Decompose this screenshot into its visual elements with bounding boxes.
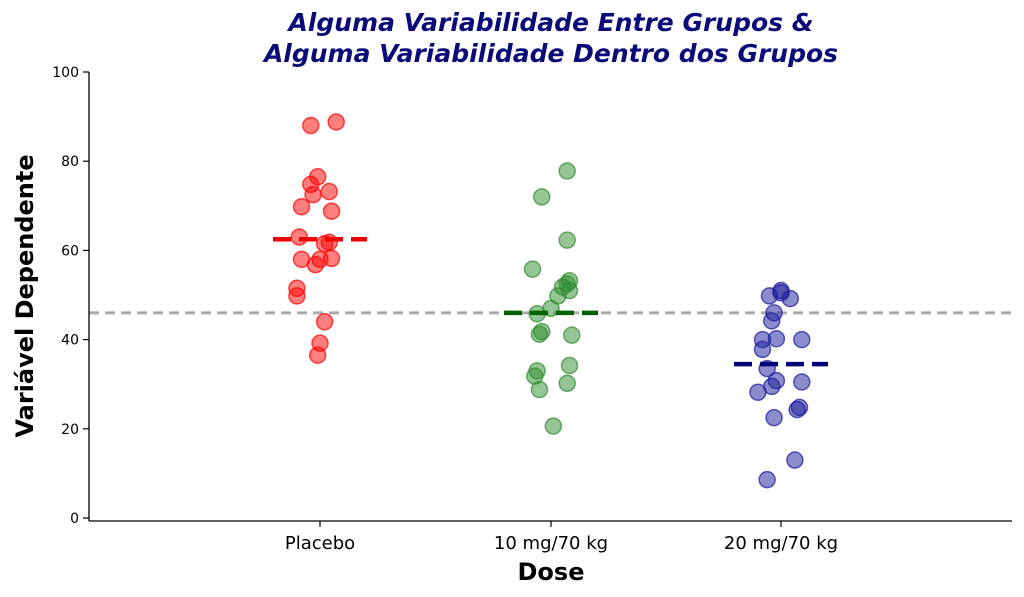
data-point xyxy=(530,380,549,399)
data-point xyxy=(327,113,345,131)
x-tick-label: Placebo xyxy=(285,533,355,554)
data-point xyxy=(763,312,781,330)
data-point xyxy=(560,356,579,375)
points-layer xyxy=(288,113,811,489)
data-point xyxy=(308,346,327,364)
x-axis-title: Dose xyxy=(518,558,585,586)
series-3-points xyxy=(749,281,811,489)
data-point xyxy=(533,188,551,206)
y-axis-title: Variável Dependente xyxy=(11,154,39,437)
data-point xyxy=(788,400,806,419)
data-point xyxy=(322,249,341,268)
axes-layer: 0 20 40 60 80 100 Placebo 10 mg/70 kg 20 mg/70 k… xyxy=(52,65,1012,554)
data-point xyxy=(786,451,804,469)
data-point xyxy=(563,326,581,344)
group-means-layer xyxy=(273,237,828,367)
series-1-points xyxy=(288,113,345,364)
data-point xyxy=(320,233,338,252)
data-point xyxy=(558,162,576,180)
chart-title-line-2: Alguma Variabilidade Dentro dos Grupos xyxy=(262,39,838,68)
data-point xyxy=(544,417,563,435)
y-tick-label: 60 xyxy=(61,243,79,259)
y-tick-label: 100 xyxy=(52,65,79,81)
x-tick-label: 10 mg/70 kg xyxy=(494,533,608,554)
data-point xyxy=(753,340,772,359)
data-point xyxy=(558,374,576,393)
data-point xyxy=(320,182,338,201)
data-point xyxy=(758,470,776,489)
data-point xyxy=(306,255,325,274)
data-point xyxy=(793,330,811,349)
data-point xyxy=(292,197,311,216)
data-point xyxy=(530,325,549,343)
y-tick-label: 80 xyxy=(61,154,79,170)
x-tick-label: 20 mg/70 kg xyxy=(724,533,838,554)
data-point xyxy=(288,287,306,305)
chart-title-line-1: Alguma Variabilidade Entre Grupos & xyxy=(286,8,813,37)
data-point xyxy=(793,373,811,391)
y-tick-label: 20 xyxy=(61,422,79,438)
data-point xyxy=(523,260,542,278)
y-tick-label: 0 xyxy=(70,511,79,527)
data-point xyxy=(781,289,799,308)
data-point xyxy=(302,116,320,135)
y-tick-label: 40 xyxy=(61,333,79,349)
data-point xyxy=(765,408,783,427)
data-point xyxy=(767,329,786,348)
data-point xyxy=(749,383,767,401)
data-point xyxy=(760,287,779,305)
data-point xyxy=(322,202,341,220)
data-point xyxy=(304,185,322,204)
data-point xyxy=(315,313,334,331)
series-2-points xyxy=(523,162,581,435)
data-point xyxy=(558,231,576,249)
